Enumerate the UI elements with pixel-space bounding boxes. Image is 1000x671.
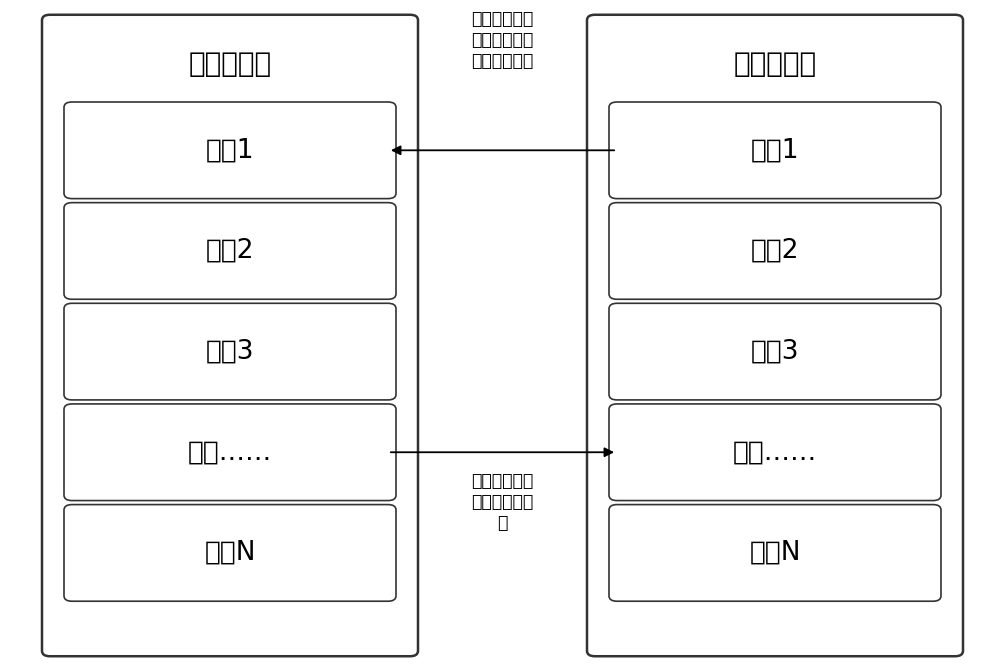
FancyBboxPatch shape — [64, 404, 396, 501]
Text: 窗体3: 窗体3 — [206, 339, 254, 364]
Text: 窗体……: 窗体…… — [733, 440, 817, 465]
FancyBboxPatch shape — [64, 102, 396, 199]
Text: 窗体2: 窗体2 — [751, 238, 799, 264]
FancyBboxPatch shape — [64, 303, 396, 400]
Text: 默认窗体栈: 默认窗体栈 — [188, 50, 272, 78]
Text: 第二窗体栈: 第二窗体栈 — [733, 50, 817, 78]
FancyBboxPatch shape — [64, 505, 396, 601]
Text: 窗体1: 窗体1 — [206, 138, 254, 163]
Text: 窗体N: 窗体N — [204, 540, 256, 566]
Text: 窗体N: 窗体N — [749, 540, 801, 566]
FancyBboxPatch shape — [64, 203, 396, 299]
Text: 窗体……: 窗体…… — [188, 440, 272, 465]
FancyBboxPatch shape — [587, 15, 963, 656]
Text: 窗体2: 窗体2 — [206, 238, 254, 264]
Text: 将第二窗体的
应用移动至默
认窗体栈栈顶: 将第二窗体的 应用移动至默 认窗体栈栈顶 — [471, 10, 534, 70]
FancyBboxPatch shape — [609, 505, 941, 601]
Text: 窗体3: 窗体3 — [751, 339, 799, 364]
FancyBboxPatch shape — [609, 203, 941, 299]
FancyBboxPatch shape — [609, 404, 941, 501]
FancyBboxPatch shape — [42, 15, 418, 656]
FancyBboxPatch shape — [609, 102, 941, 199]
FancyBboxPatch shape — [609, 303, 941, 400]
Text: 窗体1: 窗体1 — [751, 138, 799, 163]
Text: 查找对应窗体
应用，准备移
动: 查找对应窗体 应用，准备移 动 — [471, 472, 534, 532]
